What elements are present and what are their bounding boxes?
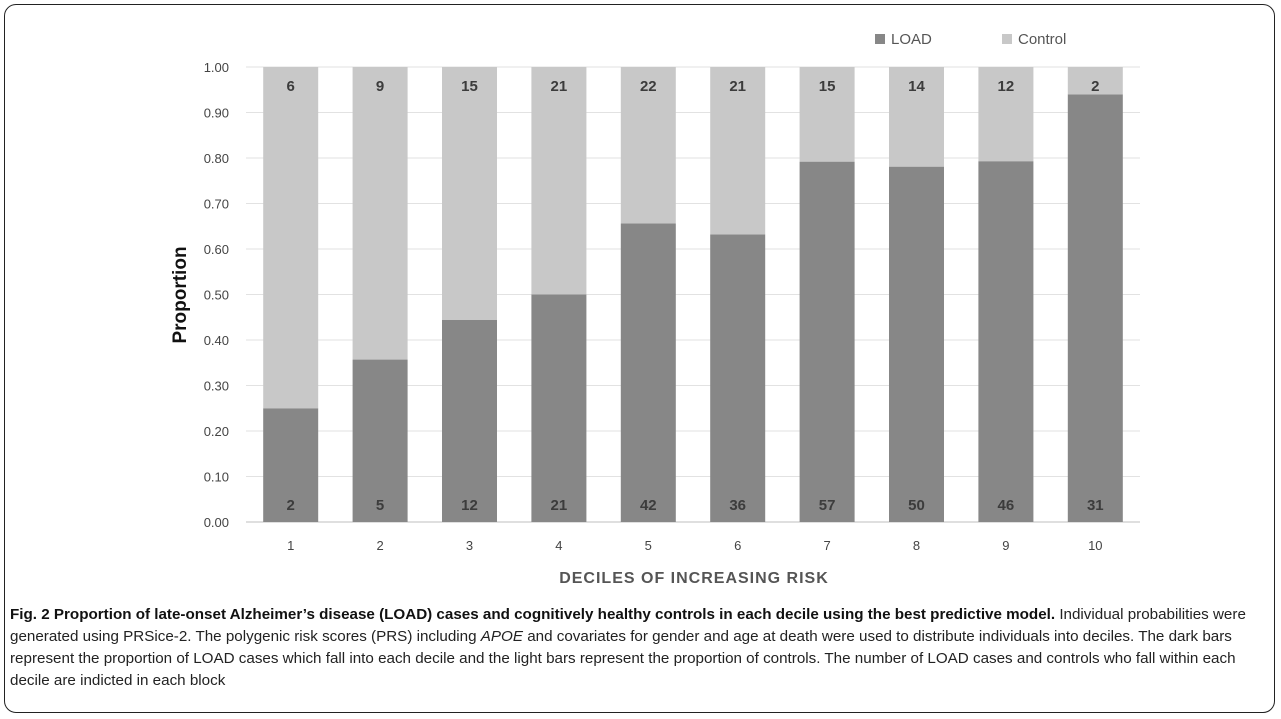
bar-load-6 [710, 234, 766, 522]
bar-load-5 [620, 223, 676, 522]
y-tick-label: 0.60 [204, 242, 229, 257]
data-label-control-1: 6 [287, 78, 295, 95]
data-label-load-7: 57 [819, 497, 836, 514]
data-label-load-5: 42 [640, 497, 657, 514]
bar-control-2 [352, 67, 408, 360]
x-tick-label: 8 [913, 538, 920, 553]
y-axis-title: Proportion [170, 246, 191, 343]
y-tick-label: 0.00 [204, 515, 229, 530]
y-tick-label: 0.30 [204, 379, 229, 394]
legend: LOAD Control [875, 31, 1066, 48]
caption-text-2: and covariates for gender and age at dea… [10, 628, 1236, 689]
y-tick-label: 0.40 [204, 333, 229, 348]
bar-control-10 [1067, 67, 1123, 95]
bar-load-8 [889, 166, 944, 522]
y-tick-label: 0.50 [204, 288, 229, 303]
data-label-load-4: 21 [551, 497, 568, 514]
y-tick-label: 1.00 [204, 60, 229, 75]
x-tick-label: 4 [555, 538, 562, 553]
x-axis-title: DECILES OF INCREASING RISK [559, 570, 829, 587]
bar-load-4 [531, 294, 587, 522]
bar-control-5 [620, 67, 676, 224]
data-label-load-2: 5 [376, 497, 384, 514]
x-tick-label: 5 [645, 538, 652, 553]
x-tick-label: 6 [734, 538, 741, 553]
data-label-control-2: 9 [376, 78, 384, 95]
bar-control-4 [531, 67, 587, 295]
caption-lead: Fig. 2 Proportion of late-onset Alzheime… [10, 606, 1056, 623]
data-label-load-6: 36 [729, 497, 746, 514]
bar-control-3 [442, 67, 497, 320]
bar-load-2 [352, 359, 408, 522]
caption-gene: APOE [480, 628, 523, 645]
data-label-load-10: 31 [1087, 497, 1104, 514]
data-label-load-8: 50 [908, 497, 925, 514]
bar-control-8 [889, 67, 944, 167]
data-label-control-5: 22 [640, 78, 657, 95]
figure-caption: Fig. 2 Proportion of late-onset Alzheime… [10, 604, 1265, 692]
y-tick-label: 0.20 [204, 424, 229, 439]
data-label-load-9: 46 [998, 497, 1015, 514]
data-label-control-6: 21 [729, 78, 746, 95]
data-label-control-8: 14 [908, 78, 925, 95]
stacked-bar-chart: 0.00 0.10 0.20 0.30 0.40 0.50 0.60 0.70 0.80 0.90… [170, 31, 1140, 587]
bar-control-9 [978, 67, 1034, 162]
data-label-load-1: 2 [287, 497, 295, 514]
bar-load-1 [263, 408, 319, 522]
y-tick-label: 0.80 [204, 151, 229, 166]
x-tick-label: 10 [1088, 538, 1102, 553]
data-label-control-3: 15 [461, 78, 478, 95]
legend-swatch-control [1002, 34, 1012, 44]
caption-text-1: Individual probabilities were generated … [10, 606, 1246, 645]
x-tick-label: 2 [376, 538, 383, 553]
data-label-control-4: 21 [551, 78, 568, 95]
bar-control-7 [799, 67, 855, 162]
x-tick-label: 3 [466, 538, 473, 553]
x-tick-label: 7 [823, 538, 830, 553]
legend-label-load: LOAD [891, 31, 932, 48]
y-tick-label: 0.70 [204, 197, 229, 212]
bar-control-1 [263, 67, 319, 409]
y-tick-label: 0.10 [204, 470, 229, 485]
x-tick-label: 9 [1002, 538, 1009, 553]
data-label-control-10: 2 [1091, 78, 1099, 95]
bar-load-7 [799, 161, 855, 522]
y-tick-label: 0.90 [204, 106, 229, 121]
bar-control-6 [710, 67, 766, 235]
data-label-control-9: 12 [998, 78, 1015, 95]
bar-load-3 [442, 319, 497, 522]
legend-swatch-load [875, 34, 885, 44]
bar-load-9 [978, 161, 1034, 522]
bar-load-10 [1067, 94, 1123, 523]
data-label-load-3: 12 [461, 497, 478, 514]
data-label-control-7: 15 [819, 78, 836, 95]
legend-label-control: Control [1018, 31, 1066, 48]
figure-frame [4, 4, 1275, 713]
x-tick-label: 1 [287, 538, 294, 553]
